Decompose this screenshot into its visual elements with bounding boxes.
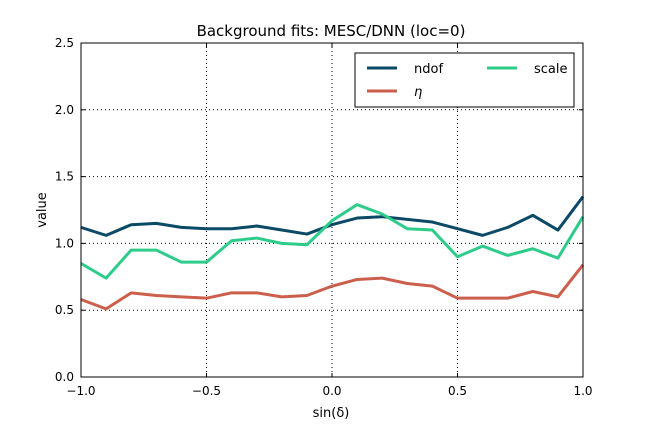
legend-label-ndof: ndof bbox=[414, 62, 443, 77]
series-line-ndof bbox=[80, 195, 585, 237]
y-tick-label: 2.5 bbox=[55, 36, 74, 50]
y-tick-labels: 0.0 0.5 1.0 1.5 2.0 2.5 bbox=[55, 36, 74, 384]
series-line-eta bbox=[80, 263, 585, 311]
y-tick-label: 0.0 bbox=[55, 370, 74, 384]
x-tick-label: 0.5 bbox=[448, 384, 467, 398]
x-tick-label: −0.5 bbox=[192, 384, 221, 398]
y-axis-label: value bbox=[35, 192, 50, 228]
axis-ticks bbox=[80, 42, 584, 378]
legend-frame bbox=[354, 52, 575, 108]
x-tick-label: 1.0 bbox=[573, 384, 592, 398]
series-lines bbox=[80, 195, 585, 311]
legend: ndof η scale bbox=[354, 52, 575, 108]
legend-label-scale: scale bbox=[534, 62, 568, 77]
y-tick-label: 1.5 bbox=[55, 170, 74, 184]
y-tick-label: 1.0 bbox=[55, 236, 74, 250]
x-tick-labels: −1.0 −0.5 0.0 0.5 1.0 bbox=[66, 384, 592, 398]
y-tick-label: 2.0 bbox=[55, 103, 74, 117]
series-line-scale bbox=[80, 203, 585, 280]
chart-title: Background fits: MESC/DNN (loc=0) bbox=[197, 22, 466, 40]
x-axis-label: sin(δ) bbox=[313, 406, 350, 421]
x-tick-label: −1.0 bbox=[66, 384, 95, 398]
y-tick-label: 0.5 bbox=[55, 303, 74, 317]
legend-label-eta: η bbox=[414, 85, 422, 100]
x-tick-label: 0.0 bbox=[322, 384, 341, 398]
